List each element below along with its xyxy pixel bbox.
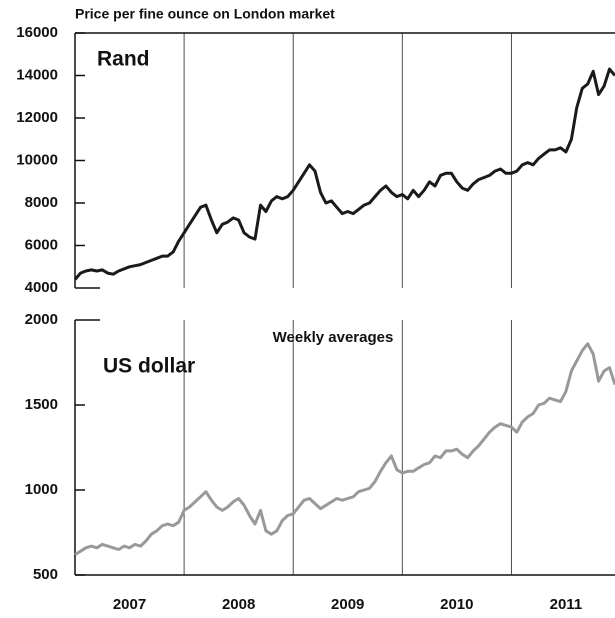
y-tick-label: 8000 (25, 194, 58, 211)
line (73, 67, 615, 281)
chart-title: Price per fine ounce on London market (75, 6, 335, 22)
y-tick-label: 16000 (16, 24, 58, 41)
y-tick-label: 1000 (25, 481, 58, 498)
annotation: Weekly averages (273, 329, 394, 346)
series-label: US dollar (103, 355, 195, 378)
y-tick-label: 4000 (25, 279, 58, 296)
y-tick-label: 10000 (16, 151, 58, 168)
y-tick-label: 2000 (25, 311, 58, 328)
y-tick-label: 500 (33, 566, 58, 583)
y-tick-label: 12000 (16, 109, 58, 126)
x-tick-label: 2008 (222, 596, 255, 613)
x-tick-label: 2010 (440, 596, 473, 613)
x-tick-label: 2009 (331, 596, 364, 613)
x-tick-label: 2007 (113, 596, 146, 613)
x-tick-label: 2011 (550, 596, 583, 613)
line (74, 342, 615, 556)
y-tick-label: 1500 (25, 396, 58, 413)
y-tick-label: 6000 (25, 236, 58, 253)
y-tick-label: 14000 (16, 66, 58, 83)
series-label: Rand (97, 48, 150, 71)
